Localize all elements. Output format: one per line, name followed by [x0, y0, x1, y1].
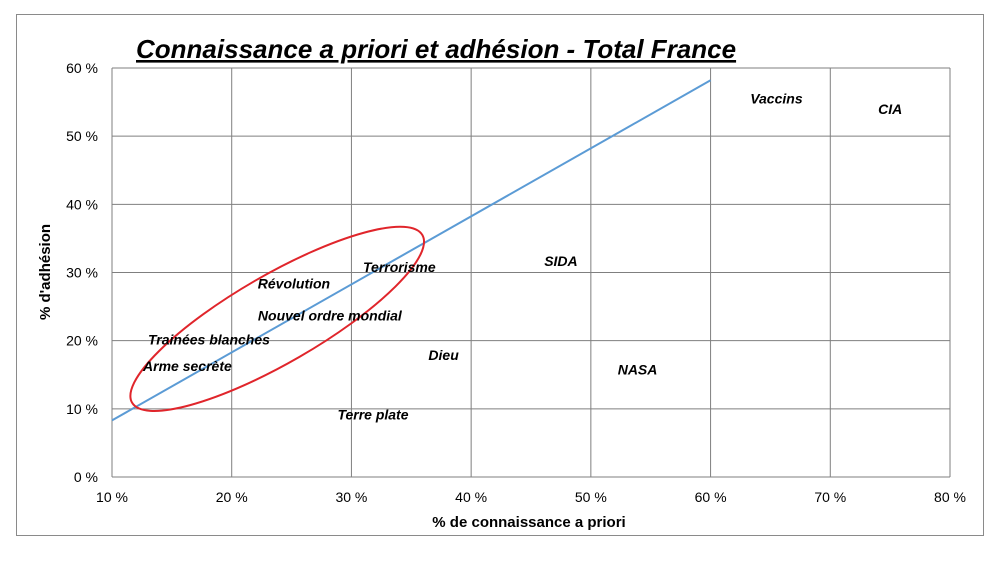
chart-frame: [16, 14, 984, 536]
highlight-ellipse: [129, 225, 426, 412]
x-tick-label: 60 %: [695, 489, 727, 505]
x-tick-label: 50 %: [575, 489, 607, 505]
y-tick-label: 20 %: [66, 333, 98, 349]
point-label: CIA: [878, 101, 902, 117]
chart-title: Connaissance a priori et adhésion - Tota…: [136, 34, 736, 64]
highlight-group: [129, 225, 426, 412]
point-label: Révolution: [258, 275, 330, 291]
point-label: Arme secrète: [142, 358, 232, 374]
point-label: NASA: [618, 361, 658, 377]
y-tick-label: 0 %: [74, 469, 98, 485]
grid-lines: [111, 67, 951, 478]
x-tick-label: 30 %: [335, 489, 367, 505]
point-labels: Vaccins CIA SIDA Terrorisme Révolution Nouvel…: [142, 91, 902, 423]
point-label: Vaccins: [750, 91, 803, 107]
trendline-group: [111, 79, 712, 422]
point-label: SIDA: [544, 253, 577, 269]
x-tick-label: 20 %: [216, 489, 248, 505]
x-axis-ticks: 10 % 20 % 30 % 40 % 50 % 60 % 70 % 80 %: [96, 489, 966, 505]
point-label: Nouvel ordre mondial: [258, 307, 403, 323]
x-tick-label: 80 %: [934, 489, 966, 505]
y-tick-label: 30 %: [66, 265, 98, 281]
point-label: Dieu: [428, 347, 459, 363]
x-tick-label: 70 %: [814, 489, 846, 505]
y-axis-title: % d'adhésion: [37, 224, 54, 320]
x-tick-label: 10 %: [96, 489, 128, 505]
point-label: Terrorisme: [363, 259, 436, 275]
y-tick-label: 50 %: [66, 128, 98, 144]
x-axis-title: % de connaissance a priori: [432, 514, 625, 531]
x-tick-label: 40 %: [455, 489, 487, 505]
y-axis-ticks: 0 % 10 % 20 % 30 % 40 % 50 % 60 %: [66, 60, 98, 485]
point-label: Trainées blanches: [148, 331, 270, 347]
trendline: [111, 79, 712, 422]
y-tick-label: 10 %: [66, 401, 98, 417]
y-tick-label: 40 %: [66, 196, 98, 212]
y-tick-label: 60 %: [66, 60, 98, 76]
point-label: Terre plate: [337, 406, 408, 422]
